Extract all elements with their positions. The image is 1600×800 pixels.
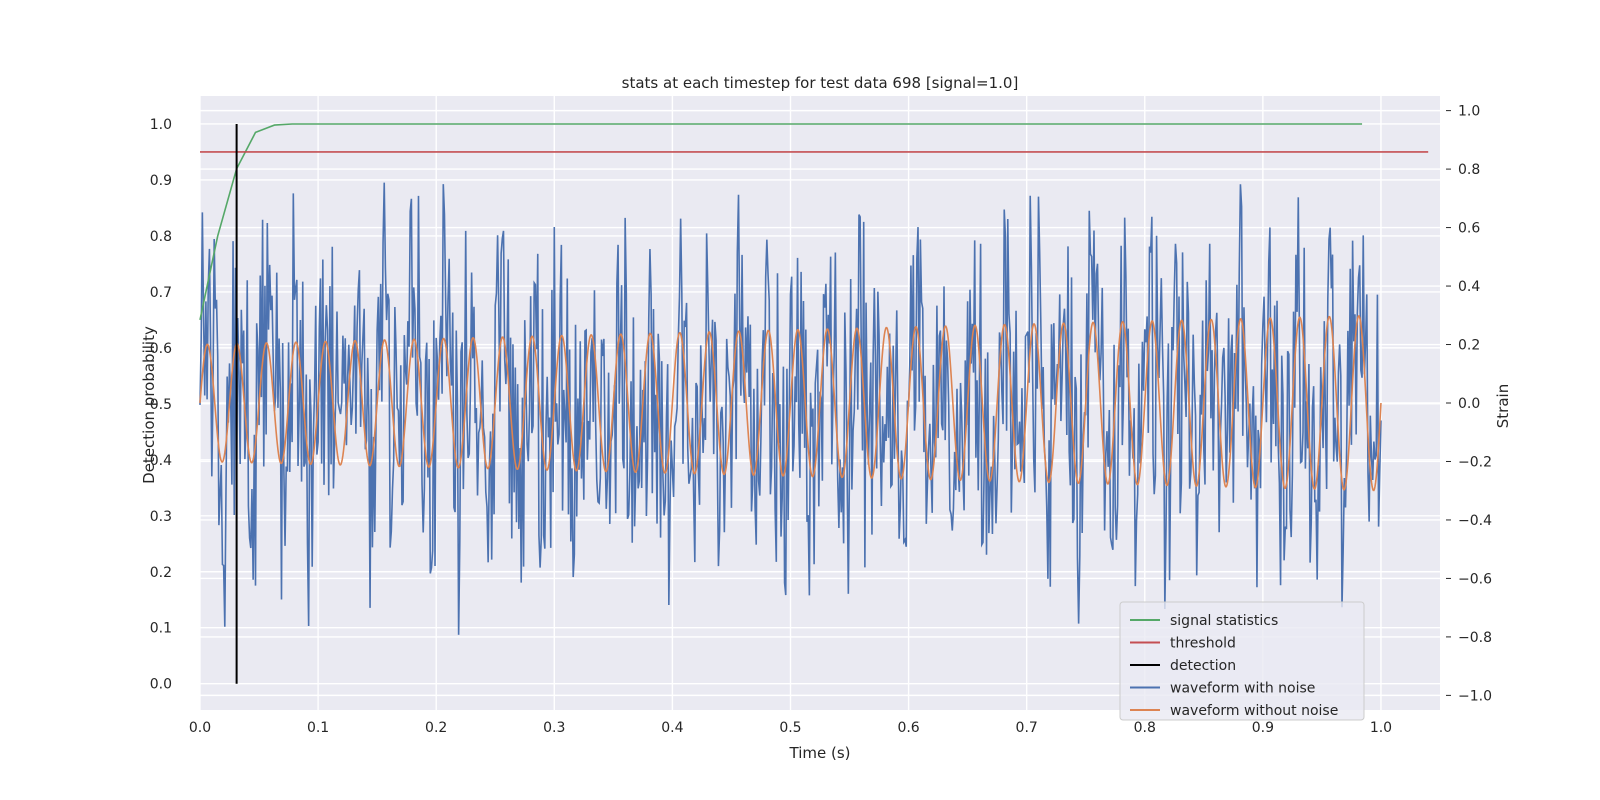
x-tick-label: 0.0: [189, 720, 211, 736]
series-waveform-with-noise: [199, 182, 1382, 635]
x-tick-label: 0.7: [1016, 720, 1038, 736]
y2-tick-label: 0.6: [1458, 221, 1480, 237]
x-tick-label: 0.8: [1134, 720, 1156, 736]
x-tick-label: 0.4: [661, 720, 683, 736]
x-axis-label: Time (s): [789, 744, 851, 762]
y-tick-label: 0.9: [150, 173, 172, 189]
y2-tick-label: −0.2: [1458, 454, 1492, 470]
y2-tick-label: 0.2: [1458, 338, 1480, 354]
y-tick-labels: 0.0 0.1 0.2 0.3 0.4 0.5 0.6 0.7 0.8 0.9 1.0: [150, 117, 172, 693]
x-tick-label: 0.2: [425, 720, 447, 736]
y2-tick-label: 0.4: [1458, 279, 1480, 295]
y-tick-label: 0.2: [150, 565, 172, 581]
y-tick-label: 0.0: [150, 677, 172, 693]
y-tick-label: 0.6: [150, 341, 172, 357]
y-tick-label: 0.7: [150, 285, 172, 301]
x-tick-label: 0.1: [307, 720, 329, 736]
series-signal-statistics: [199, 123, 1363, 321]
y2-tick-label: 0.8: [1458, 162, 1480, 178]
series-layer: [199, 123, 1429, 684]
y2-tick-label: −1.0: [1458, 688, 1492, 704]
x-tick-label: 1.0: [1370, 720, 1392, 736]
y2-axis-label: Strain: [1494, 384, 1512, 428]
y-tick-label: 0.1: [150, 621, 172, 637]
x-tick-label: 0.5: [779, 720, 801, 736]
y2-tick-label: −0.6: [1458, 571, 1492, 587]
legend-label: threshold: [1170, 636, 1236, 652]
y2-tick-label: 0.0: [1458, 396, 1480, 412]
x-tick-labels: 0.0 0.1 0.2 0.3 0.4 0.5 0.6 0.7 0.8 0.9 1.0: [189, 720, 1392, 736]
chart-title: stats at each timestep for test data 698…: [622, 74, 1019, 92]
legend: signal statistics threshold detection wavef…: [1119, 601, 1365, 721]
legend-label: detection: [1170, 658, 1236, 674]
y-tick-label: 0.8: [150, 229, 172, 245]
series-waveform-without-noise: [199, 315, 1382, 492]
y-tick-label: 0.3: [150, 509, 172, 525]
legend-label: waveform without noise: [1170, 703, 1338, 719]
y-tick-label: 1.0: [150, 117, 172, 133]
x-tick-label: 0.6: [897, 720, 919, 736]
y-tick-label: 0.4: [150, 453, 172, 469]
y2-tick-label: −0.8: [1458, 630, 1492, 646]
y2-tick-label: 1.0: [1458, 104, 1480, 120]
y-tick-label: 0.5: [150, 397, 172, 413]
y2-tick-label: −0.4: [1458, 513, 1492, 529]
x-tick-label: 0.9: [1252, 720, 1274, 736]
x-tick-label: 0.3: [543, 720, 565, 736]
legend-label: signal statistics: [1170, 613, 1278, 629]
y2-tick-labels: −1.0 −0.8 −0.6 −0.4 −0.2 0.0 0.2 0.4 0.6 0.8 1.0: [1446, 104, 1492, 704]
legend-label: waveform with noise: [1170, 681, 1315, 697]
legend-box: [1119, 601, 1365, 721]
y-axis-label: Detection probability: [140, 326, 158, 484]
